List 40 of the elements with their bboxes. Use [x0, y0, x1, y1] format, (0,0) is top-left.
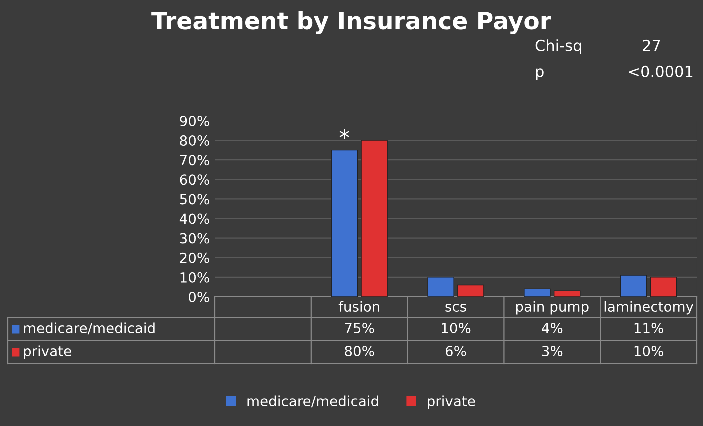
text: p — [536, 68, 544, 80]
data-label: 6% — [446, 346, 466, 357]
bar — [524, 288, 551, 297]
y-tick-label: 50% — [180, 194, 210, 205]
data-label: 11% — [634, 323, 664, 334]
data-label: 3% — [542, 346, 563, 357]
bar — [361, 140, 388, 297]
bar — [458, 284, 484, 297]
y-tick-label: 0% — [189, 292, 210, 302]
y-tick-label: 80% — [180, 136, 210, 146]
bar — [650, 277, 678, 297]
text: <0.0001 — [629, 66, 693, 78]
annotation: * — [340, 129, 350, 140]
y-tick-label: 20% — [180, 252, 210, 264]
bar — [331, 150, 358, 297]
x-tick-label: pain pump — [516, 301, 589, 315]
x-tick-label: laminectomy — [604, 301, 694, 315]
text: medicare/medicaid — [24, 322, 155, 335]
y-tick-label: 70% — [180, 155, 210, 166]
x-tick-label: fusion — [338, 301, 380, 312]
data-label: 75% — [345, 323, 374, 334]
data-label: 10% — [442, 323, 471, 334]
y-tick-label: 10% — [180, 272, 210, 283]
text: private — [24, 346, 72, 360]
y-tick-label: 40% — [180, 214, 210, 224]
legend-label: private — [428, 396, 476, 410]
chart-title: Treatment by Insurance Payor — [152, 11, 552, 35]
data-label: 10% — [634, 346, 664, 357]
text: 27 — [643, 40, 660, 52]
data-label: 80% — [345, 346, 374, 357]
data-label: 4% — [542, 323, 563, 334]
x-tick-label: scs — [446, 304, 466, 312]
y-tick-label: 90% — [180, 116, 210, 126]
text: Chi-sq — [536, 40, 582, 54]
bar — [428, 277, 454, 297]
bar — [554, 290, 581, 297]
bar — [620, 275, 648, 297]
legend-label: medicare/medicaid — [248, 396, 378, 408]
y-tick-label: 30% — [180, 233, 210, 244]
y-tick-label: 60% — [180, 174, 210, 186]
